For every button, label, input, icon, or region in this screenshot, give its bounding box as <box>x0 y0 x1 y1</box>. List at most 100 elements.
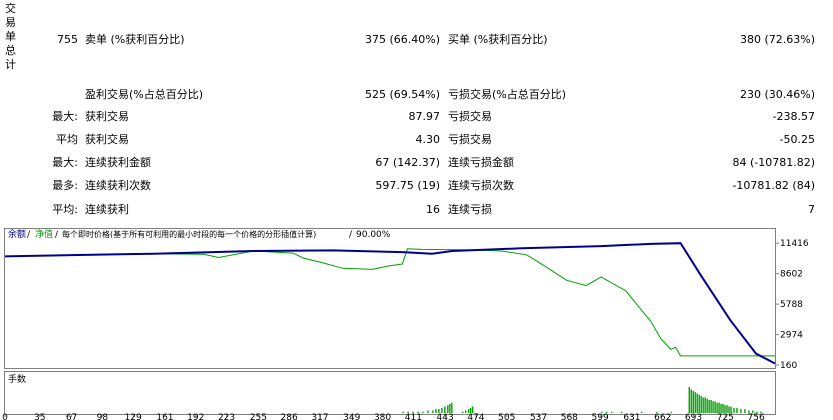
largest-prefix: 最大: <box>52 110 78 123</box>
volume-bar <box>736 407 738 413</box>
average-loss-value: -50.25 <box>779 133 815 146</box>
x-tick-label: 693 <box>685 413 702 420</box>
x-tick-label: 0 <box>2 413 8 420</box>
section-char: 单 <box>5 30 16 43</box>
loss-trades-label: 亏损交易(%占总百分比) <box>448 88 567 101</box>
volume-bar <box>704 397 706 413</box>
largest-profit-label: 获利交易 <box>85 110 129 123</box>
volume-bar <box>402 411 404 413</box>
max-consec-wins-value: 67 (142.37) <box>375 156 440 169</box>
volume-bar <box>702 397 704 413</box>
x-tick-label: 537 <box>530 413 547 420</box>
volume-bar <box>756 411 758 413</box>
long-trades-label: 买单 (%获利百分比) <box>448 33 548 46</box>
average-profit-value: 4.30 <box>415 133 441 146</box>
max-consec-losses-value: 84 (-10781.82) <box>732 156 815 169</box>
x-tick-label: 599 <box>592 413 609 420</box>
average-profit-label: 获利交易 <box>85 133 129 146</box>
avg-prefix: 平均: <box>52 203 78 216</box>
largest-loss-value: -238.57 <box>772 110 815 123</box>
y-tick-label: 5788 <box>780 300 803 310</box>
x-tick-label: 129 <box>125 413 142 420</box>
section-char: 计 <box>5 58 16 71</box>
volume-bar <box>712 401 714 413</box>
volume-bar <box>427 410 429 413</box>
y-tick-label: 160 <box>780 361 797 371</box>
volume-bar <box>601 411 603 413</box>
y-tick-label: 11416 <box>780 239 809 249</box>
x-tick-label: 631 <box>623 413 640 420</box>
avg-consec-losses-value: 7 <box>808 203 815 216</box>
maximal-consec-profit-value: 597.75 (19) <box>375 179 440 192</box>
main-plot-frame <box>4 228 776 369</box>
volume-bar <box>422 411 424 413</box>
maximal-consec-profit-label: 连续获利次数 <box>85 179 151 192</box>
maximal-consec-loss-value: -10781.82 (84) <box>732 179 815 192</box>
volume-bar <box>467 409 470 413</box>
volume-layer <box>402 387 762 413</box>
x-tick-label: 286 <box>281 413 298 420</box>
volume-bar <box>708 400 710 413</box>
x-tick-label: 725 <box>717 413 734 420</box>
legend-equity: 净值 <box>35 228 53 240</box>
x-tick-label: 35 <box>34 413 45 420</box>
volume-bar <box>692 390 694 413</box>
series-layer <box>4 242 776 365</box>
volume-bar <box>720 403 722 413</box>
legend-model: 每个即时价格(基于所有可利用的最小时段的每一个价格的分形插值计算) <box>62 229 316 239</box>
volume-bar <box>449 403 451 413</box>
max-prefix: 最大: <box>52 156 78 169</box>
report-section-label: 交 易 单 总 计 <box>5 2 17 72</box>
legend-separator: / <box>27 230 31 240</box>
x-tick-label: 411 <box>405 413 422 420</box>
volume-bar <box>417 411 419 413</box>
profit-trades-label: 盈利交易(%占总百分比) <box>85 88 204 101</box>
volume-bar <box>718 402 720 413</box>
volume-bar <box>621 411 623 413</box>
volume-bar <box>451 402 453 413</box>
volume-bar <box>710 400 712 413</box>
volume-bar <box>728 406 730 413</box>
x-tick-label: 474 <box>467 413 484 420</box>
volume-bar <box>716 402 718 413</box>
long-trades-value: 380 (72.63%) <box>739 33 815 46</box>
volume-bar <box>694 392 696 413</box>
legend-quality: 90.00% <box>356 230 391 240</box>
maximal-prefix: 最多: <box>52 179 78 192</box>
largest-profit-value: 87.97 <box>408 110 441 123</box>
balance-line <box>4 242 776 365</box>
short-trades-label: 卖单 (%获利百分比) <box>85 33 185 46</box>
legend-balance: 余额 <box>8 228 26 240</box>
volume-bar <box>471 406 474 413</box>
volume-bar <box>733 407 735 413</box>
avg-consec-losses-label: 连续亏损 <box>448 203 492 216</box>
volume-bar <box>724 405 726 413</box>
volume-bar <box>640 411 643 413</box>
y-axis: 11416 8602 5788 2974 160 <box>775 239 809 371</box>
volume-bar <box>441 407 443 413</box>
volume-bar <box>706 398 708 413</box>
volume-bar <box>698 394 700 413</box>
average-prefix: 平均 <box>56 133 78 146</box>
x-tick-label: 568 <box>561 413 578 420</box>
volume-bar <box>611 411 613 413</box>
volume-bar <box>435 409 437 413</box>
volume-bar <box>722 403 724 413</box>
x-tick-label: 255 <box>250 413 267 420</box>
volume-bar <box>469 407 472 413</box>
x-tick-label: 505 <box>498 413 515 420</box>
volume-bar <box>432 410 434 413</box>
short-trades-value: 375 (66.40%) <box>364 33 440 46</box>
legend-separator: / <box>349 230 353 240</box>
volume-bar <box>438 409 440 413</box>
y-tick-label: 8602 <box>780 270 803 280</box>
volume-bar <box>465 410 467 413</box>
max-consec-wins-label: 连续获利金额 <box>85 156 151 169</box>
x-tick-label: 223 <box>218 413 235 420</box>
maximal-consec-loss-label: 连续亏损次数 <box>448 179 514 192</box>
volume-bar <box>670 411 673 413</box>
total-trades-value: 755 <box>57 33 78 46</box>
volume-bar <box>696 393 698 413</box>
volume-bar <box>655 411 658 413</box>
x-tick-label: 317 <box>311 413 328 420</box>
